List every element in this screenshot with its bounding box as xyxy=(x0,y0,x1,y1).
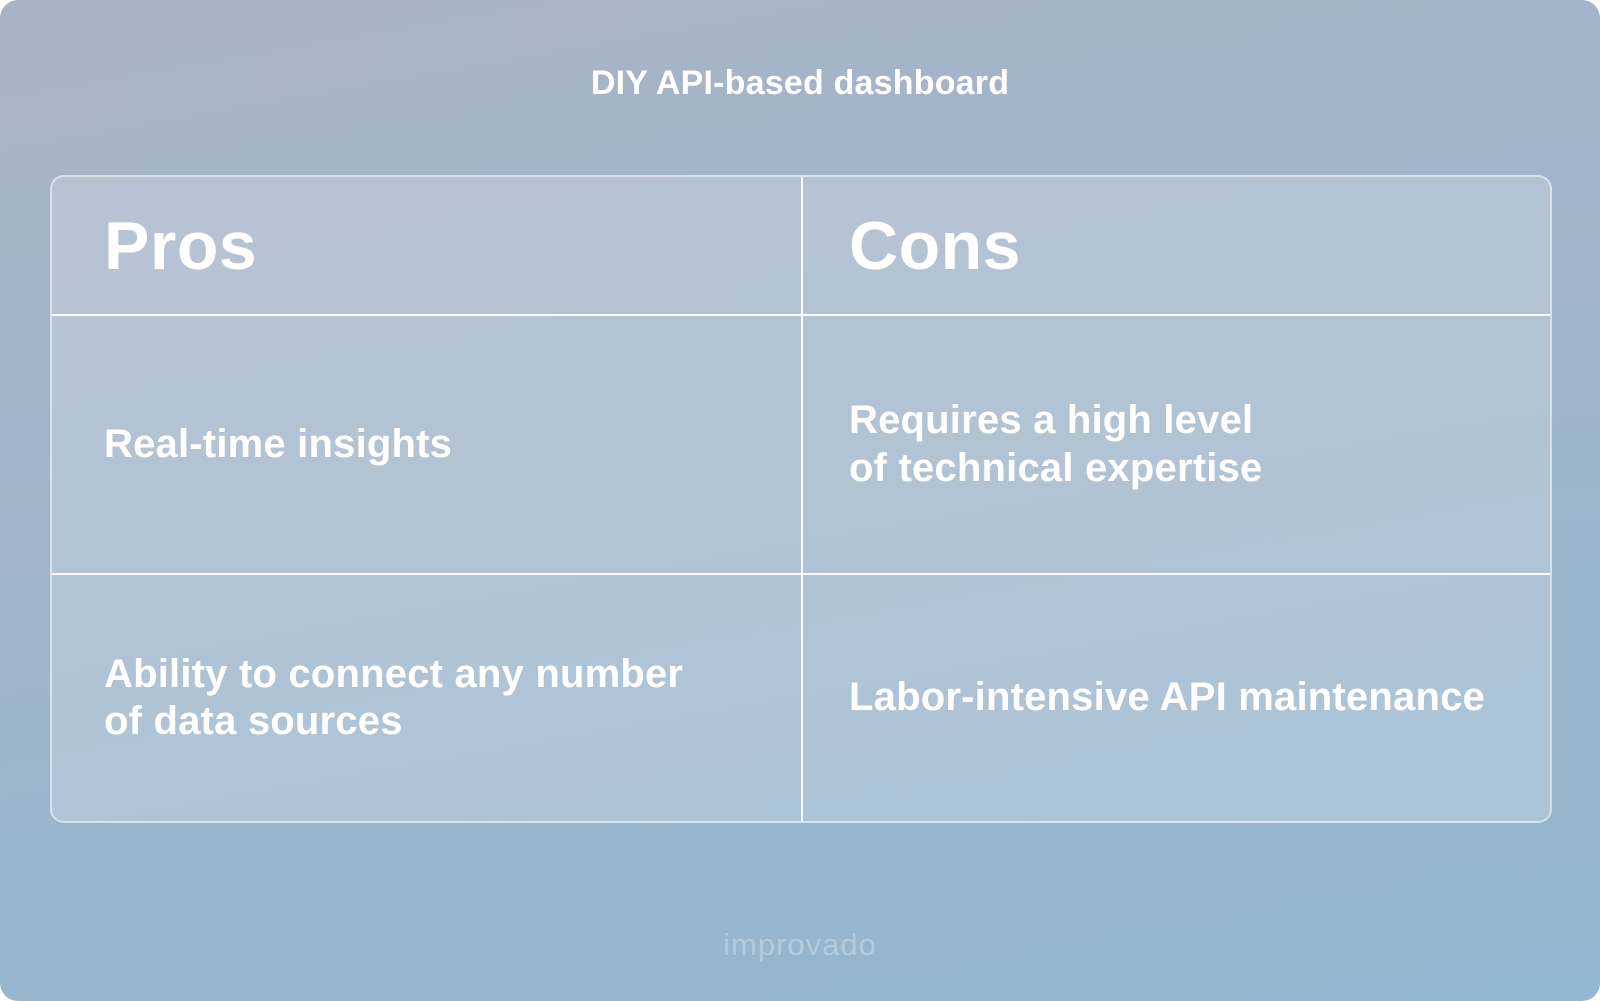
pros-item-1-text: Real-time insights xyxy=(104,421,453,466)
cons-item-1-cell: Requires a high level of technical exper… xyxy=(801,314,1550,573)
pros-header-cell: Pros xyxy=(52,177,801,314)
pros-item-2-cell: Ability to connect any number of data so… xyxy=(52,573,801,821)
page-title: DIY API-based dashboard xyxy=(590,64,1010,102)
cons-item-2-cell: Labor-intensive API maintenance xyxy=(801,573,1550,821)
cons-item-2-text: Labor-intensive API maintenance xyxy=(849,675,1485,720)
improvado-brand-watermark: improvado xyxy=(723,927,877,962)
cons-header-label: Cons xyxy=(849,207,1021,284)
pros-item-2-text: Ability to connect any number of data so… xyxy=(104,651,684,743)
cons-header-cell: Cons xyxy=(801,177,1550,314)
pros-item-1-cell: Real-time insights xyxy=(52,314,801,573)
pros-cons-table: Pros Cons Real-time insights Requires a … xyxy=(50,175,1552,823)
cons-item-1-text: Requires a high level of technical exper… xyxy=(849,398,1263,490)
pros-header-label: Pros xyxy=(104,207,258,284)
